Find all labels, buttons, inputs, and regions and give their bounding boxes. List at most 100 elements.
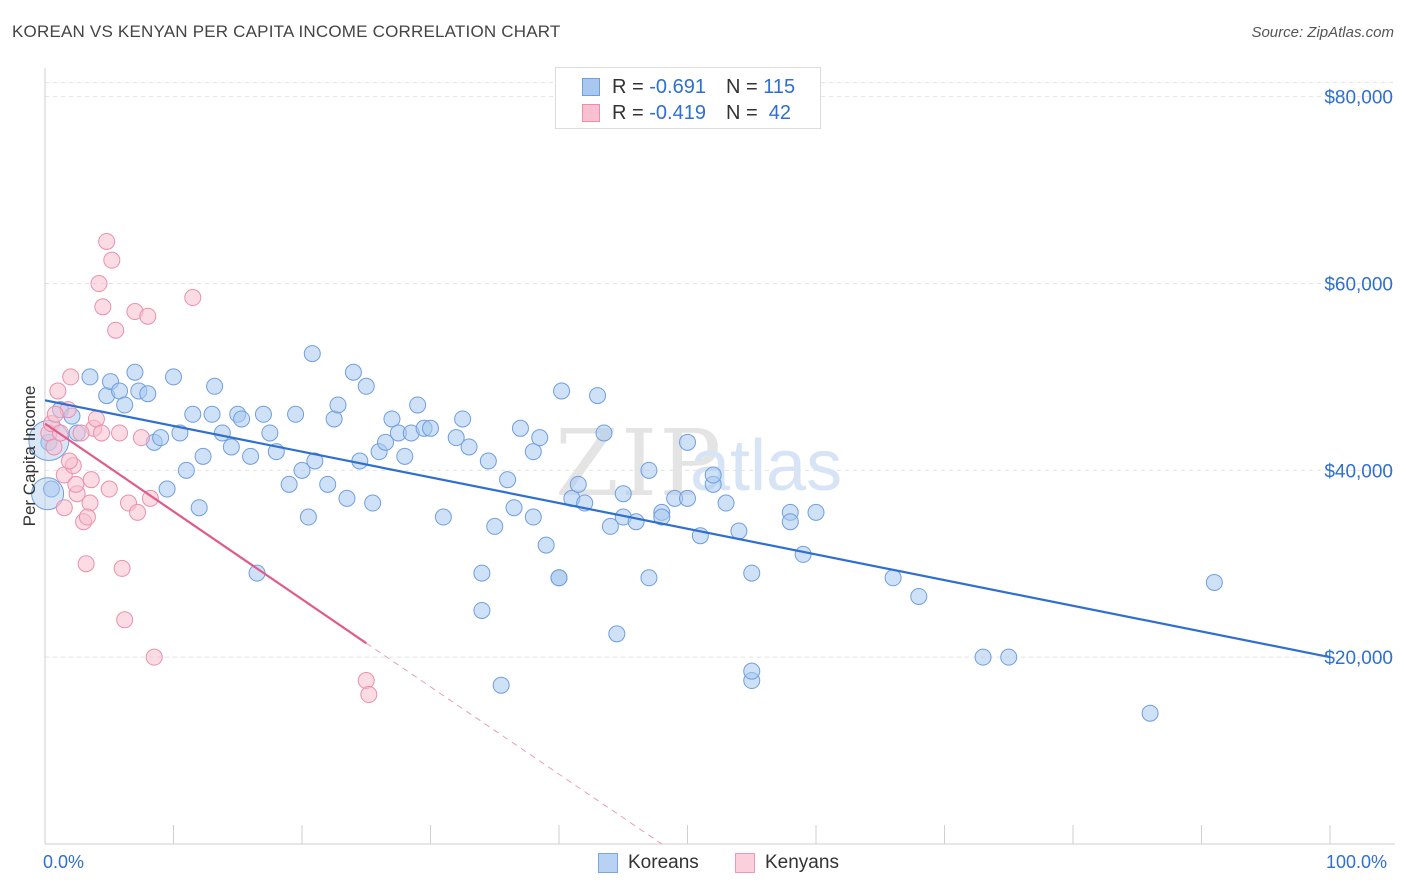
data-point [293, 461, 311, 479]
data-point [974, 648, 992, 666]
data-point [233, 410, 251, 428]
data-point [139, 307, 157, 325]
y-tick-label: $40,000 [1324, 461, 1393, 482]
data-point [473, 564, 491, 582]
data-point [1000, 648, 1018, 666]
data-point [60, 452, 78, 470]
data-point [794, 545, 812, 563]
data-point [357, 377, 375, 395]
data-point [113, 559, 131, 577]
data-point [303, 345, 321, 363]
data-point [319, 475, 337, 493]
data-point [614, 485, 632, 503]
data-point [743, 662, 761, 680]
data-point [45, 438, 63, 456]
data-point [126, 363, 144, 381]
data-point [486, 517, 504, 535]
data-point [601, 517, 619, 535]
data-point [553, 382, 571, 400]
data-point [152, 429, 170, 447]
legend-r-label: R = [612, 75, 644, 98]
data-point [454, 410, 472, 428]
data-point [499, 471, 517, 489]
trend-line-koreans [44, 399, 1331, 659]
data-point [49, 382, 67, 400]
data-point [141, 489, 159, 507]
data-point [743, 564, 761, 582]
data-point [72, 424, 90, 442]
y-tick-labels: $20,000 $40,000 $60,000 $80,000 [1324, 88, 1393, 669]
data-point [94, 298, 112, 316]
y-tick-label: $80,000 [1324, 88, 1393, 109]
data-point [103, 251, 121, 269]
trend-line-kenyans [44, 422, 367, 645]
data-point [62, 368, 80, 386]
data-point [479, 452, 497, 470]
data-point [679, 489, 696, 507]
legend-swatch-koreans [582, 78, 600, 96]
bottom-legend-label-kenyans: Kenyans [765, 852, 839, 873]
data-point [807, 503, 825, 521]
data-point [77, 555, 95, 573]
data-point [116, 396, 134, 414]
data-point [1141, 704, 1159, 722]
data-point [194, 447, 212, 465]
data-point [55, 499, 73, 517]
data-point [377, 433, 395, 451]
series-kenyans [40, 232, 378, 704]
data-point [107, 321, 125, 339]
data-point [357, 672, 375, 690]
data-point [280, 475, 298, 493]
legend-row-kenyans: R = -0.419 N = 42 [582, 101, 791, 125]
data-point [344, 363, 362, 381]
data-point [1205, 573, 1223, 591]
data-point [165, 368, 182, 386]
x-tick-label-min: 0.0% [43, 852, 85, 872]
data-point [184, 405, 202, 423]
data-point [910, 587, 928, 605]
data-point [717, 494, 735, 512]
data-point [383, 410, 401, 428]
data-point [653, 508, 671, 526]
data-point [206, 377, 224, 395]
axes [44, 68, 1395, 845]
data-point [595, 424, 613, 442]
x-tick-label-max: 100.0% [1326, 852, 1388, 872]
y-tick-label: $20,000 [1324, 648, 1393, 669]
data-point [364, 494, 382, 512]
data-point [93, 424, 111, 442]
data-point [434, 508, 452, 526]
data-point [203, 405, 221, 423]
trend-lines [44, 399, 1331, 845]
data-point [46, 405, 64, 423]
data-point [884, 569, 902, 587]
series-koreans [28, 345, 1223, 722]
data-point [409, 396, 427, 414]
legend-n-value: 42 [768, 101, 792, 124]
data-point [129, 503, 147, 521]
data-point [287, 405, 305, 423]
data-point [254, 405, 272, 423]
correlation-legend: R = -0.691 N = 115 R = -0.419 N = 42 [555, 67, 821, 129]
bottom-legend-label-koreans: Koreans [628, 852, 699, 873]
data-point [90, 275, 108, 293]
legend-r-value: -0.691 [649, 75, 706, 98]
bottom-legend-swatch-koreans [598, 853, 618, 873]
data-point [261, 424, 279, 442]
data-point [569, 475, 587, 493]
legend-r-value: -0.419 [649, 101, 706, 124]
data-point [730, 522, 748, 540]
data-point [299, 508, 317, 526]
data-point [100, 480, 118, 498]
data-point [608, 625, 626, 643]
data-point [679, 433, 696, 451]
data-point [81, 494, 99, 512]
bottom-legend-swatch-kenyans [735, 853, 755, 873]
data-point [360, 686, 378, 704]
data-point [78, 508, 96, 526]
data-point [704, 466, 722, 484]
watermark-atlas: atlas [690, 426, 842, 506]
data-point [325, 410, 343, 428]
chart-title: KOREAN VS KENYAN PER CAPITA INCOME CORRE… [12, 22, 561, 41]
